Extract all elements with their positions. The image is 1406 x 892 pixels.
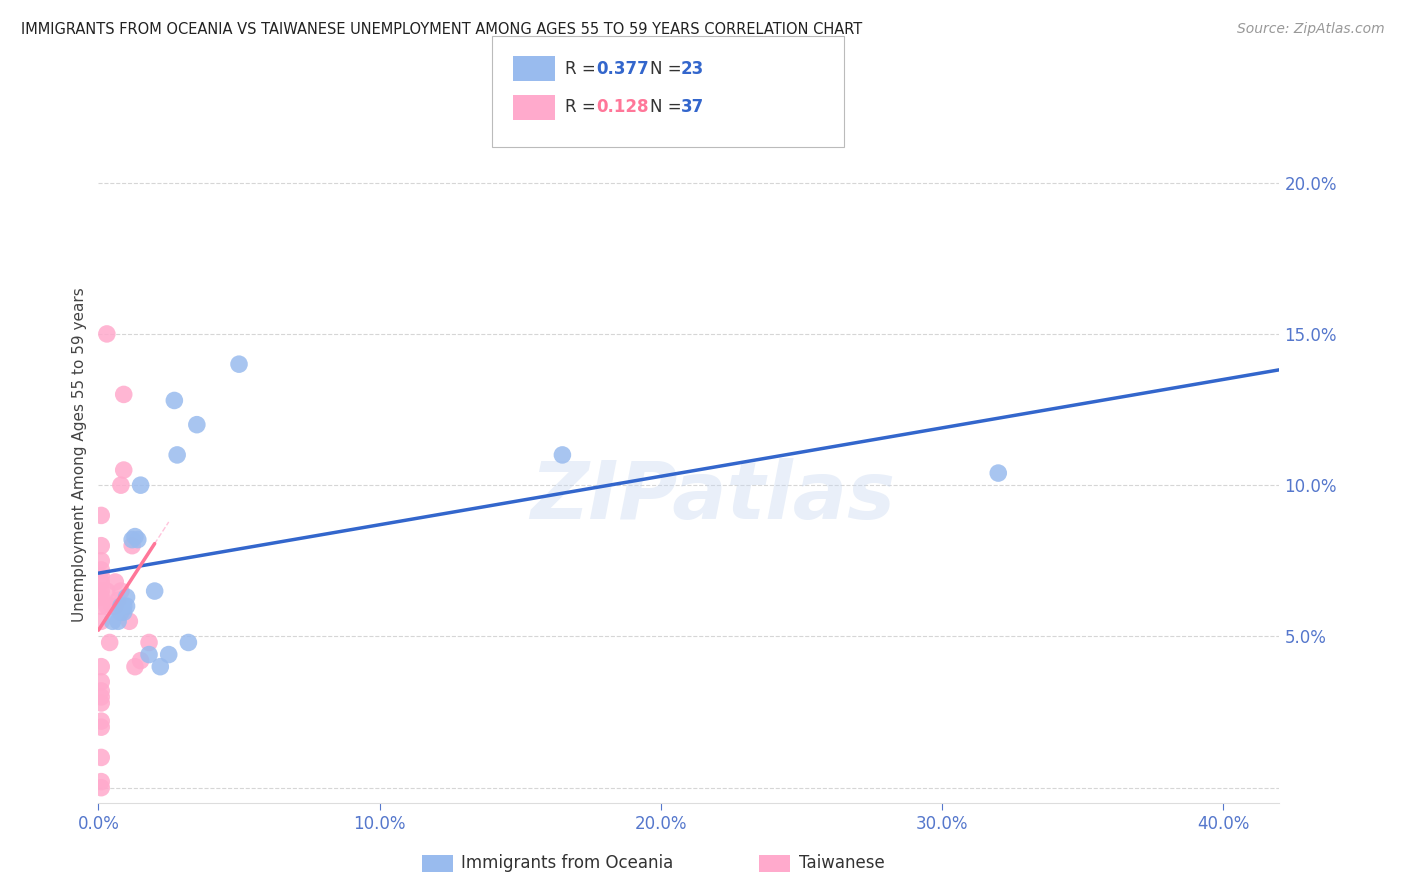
Point: [121, 533, 143, 547]
Point: [90, 554, 112, 568]
Text: IMMIGRANTS FROM OCEANIA VS TAIWANESE UNEMPLOYMENT AMONG AGES 55 TO 59 YEARS CORR: IMMIGRANTS FROM OCEANIA VS TAIWANESE UNE…: [21, 22, 862, 37]
Text: 0.128: 0.128: [596, 98, 648, 116]
Text: Taiwanese: Taiwanese: [799, 855, 884, 872]
Point: [90, 563, 112, 577]
Point: [98, 635, 121, 649]
Point: [186, 417, 208, 432]
Point: [228, 357, 250, 371]
Text: R =: R =: [565, 98, 602, 116]
Text: R =: R =: [565, 60, 602, 78]
Y-axis label: Unemployment Among Ages 55 to 59 years: Unemployment Among Ages 55 to 59 years: [72, 287, 87, 623]
Point: [90, 696, 112, 710]
Point: [90, 584, 112, 599]
Point: [104, 599, 127, 614]
Point: [90, 539, 112, 553]
Text: 37: 37: [681, 98, 704, 116]
Point: [101, 599, 124, 614]
Point: [118, 615, 141, 629]
Point: [124, 530, 146, 544]
Point: [110, 599, 132, 614]
Text: 0.377: 0.377: [596, 60, 650, 78]
Point: [107, 615, 129, 629]
Point: [149, 659, 172, 673]
Text: Source: ZipAtlas.com: Source: ZipAtlas.com: [1237, 22, 1385, 37]
Point: [90, 674, 112, 689]
Point: [112, 463, 135, 477]
Point: [551, 448, 574, 462]
Point: [101, 615, 124, 629]
Point: [112, 599, 135, 614]
Point: [96, 584, 118, 599]
Point: [129, 478, 152, 492]
Point: [90, 590, 112, 604]
Point: [90, 690, 112, 704]
Point: [110, 605, 132, 619]
Text: Immigrants from Oceania: Immigrants from Oceania: [461, 855, 673, 872]
Point: [166, 448, 188, 462]
Text: N =: N =: [650, 60, 686, 78]
Point: [121, 539, 143, 553]
Point: [96, 599, 118, 614]
Text: N =: N =: [650, 98, 686, 116]
Point: [110, 478, 132, 492]
Point: [177, 635, 200, 649]
Point: [143, 584, 166, 599]
Point: [90, 774, 112, 789]
Point: [987, 466, 1010, 480]
Point: [90, 615, 112, 629]
Point: [90, 684, 112, 698]
Point: [96, 326, 118, 341]
Text: 23: 23: [681, 60, 704, 78]
Point: [127, 533, 149, 547]
Point: [90, 750, 112, 764]
Point: [115, 599, 138, 614]
Point: [90, 574, 112, 589]
Point: [90, 599, 112, 614]
Point: [90, 714, 112, 728]
Point: [129, 654, 152, 668]
Text: ZIPatlas: ZIPatlas: [530, 458, 896, 536]
Point: [163, 393, 186, 408]
Point: [90, 720, 112, 734]
Point: [138, 648, 160, 662]
Point: [90, 780, 112, 795]
Point: [90, 659, 112, 673]
Point: [138, 635, 160, 649]
Point: [90, 569, 112, 583]
Point: [124, 659, 146, 673]
Point: [112, 387, 135, 401]
Point: [115, 590, 138, 604]
Point: [112, 605, 135, 619]
Point: [110, 584, 132, 599]
Point: [90, 508, 112, 523]
Point: [157, 648, 180, 662]
Point: [107, 593, 129, 607]
Point: [104, 574, 127, 589]
